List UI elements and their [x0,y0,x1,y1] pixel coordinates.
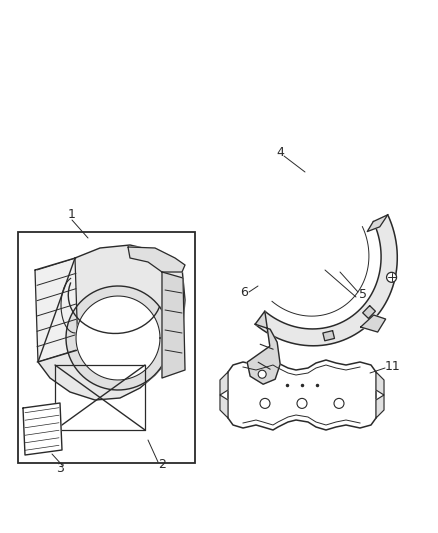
Circle shape [258,370,266,378]
Polygon shape [255,215,397,346]
Polygon shape [265,222,381,329]
Polygon shape [363,305,375,318]
Polygon shape [376,395,384,418]
Polygon shape [220,372,228,395]
Text: 11: 11 [385,360,401,374]
Circle shape [297,398,307,408]
Text: 6: 6 [240,287,248,300]
Polygon shape [66,286,170,390]
Polygon shape [247,311,280,384]
Polygon shape [23,403,62,455]
Text: 1: 1 [68,208,76,222]
Polygon shape [128,247,185,272]
Polygon shape [35,258,78,362]
Polygon shape [220,395,228,418]
Polygon shape [228,360,376,430]
Text: 4: 4 [276,146,284,158]
Polygon shape [360,315,385,332]
Text: 2: 2 [158,458,166,472]
Text: 5: 5 [359,288,367,302]
Circle shape [387,272,396,282]
Polygon shape [162,272,185,378]
Polygon shape [376,372,384,395]
Polygon shape [76,296,160,380]
Text: 3: 3 [56,462,64,474]
Polygon shape [323,330,335,341]
Polygon shape [367,215,388,231]
Circle shape [334,398,344,408]
Circle shape [260,398,270,408]
Bar [18,232,195,463]
Polygon shape [38,245,185,400]
